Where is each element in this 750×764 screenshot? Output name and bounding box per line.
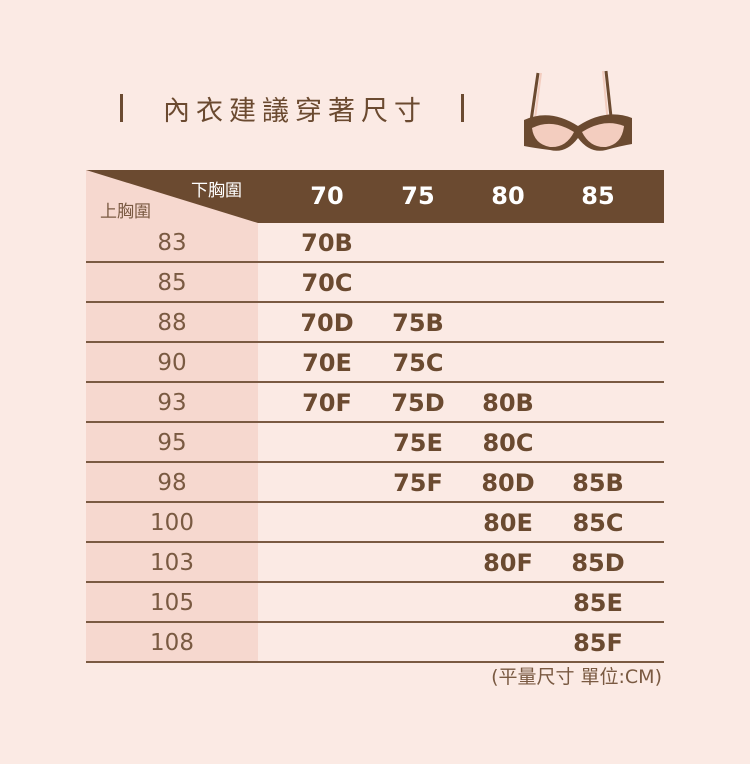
column-header-80: 80 (491, 182, 525, 210)
table-row: 83 70B (86, 223, 664, 263)
table-header: 下胸圍 上胸圍 70 75 80 85 (86, 170, 664, 223)
size-cell: 85E (573, 589, 623, 617)
table-row: 100 80E 85C (86, 503, 664, 543)
size-cell: 85F (573, 629, 623, 657)
table-row: 108 85F (86, 623, 664, 663)
row-label: 108 (86, 623, 258, 661)
corner-diagonal (86, 170, 258, 223)
row-label: 90 (86, 343, 258, 381)
size-table: 下胸圍 上胸圍 70 75 80 85 83 70B 85 70C 88 70D 75B 90 70E… (86, 170, 664, 663)
title-row: 內衣建議穿著尺寸 (120, 86, 464, 130)
table-row: 103 80F 85D (86, 543, 664, 583)
row-label: 103 (86, 543, 258, 581)
column-header-85: 85 (581, 182, 615, 210)
row-label: 100 (86, 503, 258, 541)
row-label: 85 (86, 263, 258, 301)
row-label: 98 (86, 463, 258, 501)
size-cell: 75C (392, 349, 444, 377)
size-cell: 80D (481, 469, 535, 497)
page-title: 內衣建議穿著尺寸 (163, 95, 427, 127)
size-cell: 70D (300, 309, 354, 337)
row-label: 93 (86, 383, 258, 421)
size-cell: 70E (302, 349, 352, 377)
table-row: 90 70E 75C (86, 343, 664, 383)
size-cell: 80F (483, 549, 533, 577)
table-row: 105 85E (86, 583, 664, 623)
size-cell: 70C (301, 269, 353, 297)
size-cell: 75B (392, 309, 444, 337)
row-label: 88 (86, 303, 258, 341)
size-cell: 75D (391, 389, 445, 417)
size-cell: 85B (572, 469, 624, 497)
size-cell: 85C (572, 509, 624, 537)
title-divider-right (461, 94, 464, 122)
size-cell: 75E (393, 429, 443, 457)
table-row: 98 75F 80D 85B (86, 463, 664, 503)
over-bust-label: 上胸圍 (100, 202, 151, 222)
title-divider-left (120, 94, 123, 122)
row-label: 83 (86, 223, 258, 261)
size-cell: 85D (571, 549, 625, 577)
size-cell: 75F (393, 469, 443, 497)
size-cell: 80C (482, 429, 534, 457)
size-cell: 80E (483, 509, 533, 537)
table-row: 93 70F 75D 80B (86, 383, 664, 423)
size-cell: 70F (302, 389, 352, 417)
bra-icon (524, 70, 632, 151)
size-cell: 80B (482, 389, 534, 417)
column-header-75: 75 (401, 182, 435, 210)
column-header-70: 70 (310, 182, 344, 210)
table-row: 95 75E 80C (86, 423, 664, 463)
under-bust-label: 下胸圍 (191, 181, 242, 201)
table-row: 88 70D 75B (86, 303, 664, 343)
row-label: 105 (86, 583, 258, 621)
table-row: 85 70C (86, 263, 664, 303)
row-label: 95 (86, 423, 258, 461)
size-cell: 70B (301, 229, 353, 257)
unit-note: (平量尺寸 單位:CM) (491, 666, 662, 688)
